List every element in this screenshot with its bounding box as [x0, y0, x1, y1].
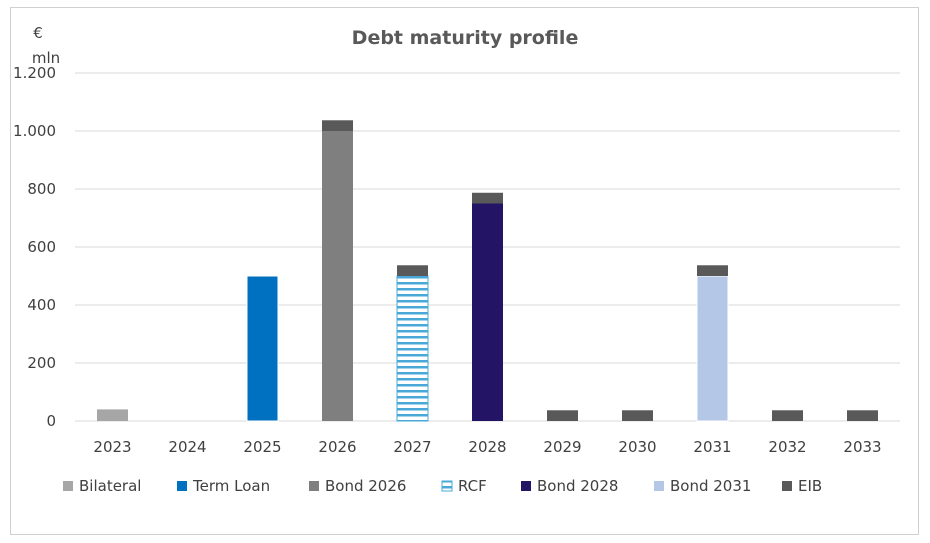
y-axis-unit-label: mln — [32, 49, 60, 67]
legend-label: Bilateral — [79, 477, 141, 495]
bar-eib-2033 — [847, 410, 878, 421]
bar-bond-2026-2026 — [322, 131, 353, 421]
x-tick-label: 2024 — [168, 438, 206, 456]
legend-swatch — [521, 481, 531, 491]
y-tick-label: 0 — [46, 412, 56, 430]
legend-swatch — [654, 481, 664, 491]
chart-frame — [10, 7, 919, 535]
y-tick-label: 800 — [27, 180, 56, 198]
legend-swatch — [177, 481, 187, 491]
bar-eib-2030 — [622, 410, 653, 421]
bar-eib-2027 — [397, 265, 428, 276]
bar-eib-2031 — [697, 265, 728, 276]
y-tick-label: 1.000 — [13, 122, 56, 140]
bar-eib-2028 — [472, 192, 503, 204]
legend-swatch — [63, 481, 73, 491]
legend-label: Bond 2026 — [325, 477, 406, 495]
x-tick-label: 2025 — [243, 438, 281, 456]
x-tick-label: 2023 — [93, 438, 131, 456]
y-tick-label: 1.200 — [13, 64, 56, 82]
bar-eib-2026 — [322, 120, 353, 131]
bar-bond-2028-2028 — [472, 203, 503, 421]
bar-eib-2029 — [547, 410, 578, 421]
y-tick-label: 400 — [27, 296, 56, 314]
legend-swatch — [782, 481, 792, 491]
bar-eib-2032 — [772, 410, 803, 421]
bar-bond-2031-2031 — [696, 275, 729, 422]
x-tick-label: 2029 — [543, 438, 581, 456]
legend-label: RCF — [458, 477, 487, 495]
legend-label: Bond 2031 — [670, 477, 751, 495]
bar-rcf-2027 — [396, 275, 429, 422]
legend-swatch — [309, 481, 319, 491]
x-tick-label: 2027 — [393, 438, 431, 456]
x-tick-label: 2033 — [843, 438, 881, 456]
y-tick-label: 200 — [27, 354, 56, 372]
chart-title: Debt maturity profile — [352, 27, 579, 49]
legend-label: EIB — [798, 477, 822, 495]
x-tick-label: 2026 — [318, 438, 356, 456]
x-tick-label: 2032 — [768, 438, 806, 456]
y-tick-label: 600 — [27, 238, 56, 256]
y-axis-unit-label: € — [33, 24, 43, 42]
legend-label: Term Loan — [192, 477, 270, 495]
legend-swatch — [441, 480, 453, 492]
x-tick-label: 2028 — [468, 438, 506, 456]
bar-bilateral-2023 — [97, 409, 128, 421]
x-tick-label: 2030 — [618, 438, 656, 456]
bar-term-loan-2025 — [246, 275, 279, 422]
x-tick-label: 2031 — [693, 438, 731, 456]
legend-label: Bond 2028 — [537, 477, 618, 495]
